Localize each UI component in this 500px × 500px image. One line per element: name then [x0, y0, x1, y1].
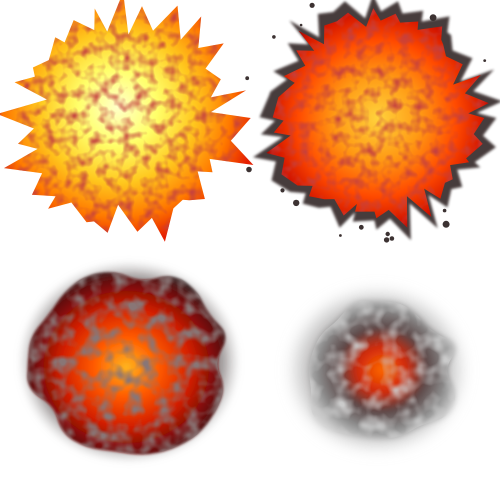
frame-2-debris	[245, 2, 487, 243]
explosion-frame-4	[282, 282, 472, 458]
debris-fleck	[389, 236, 395, 241]
debris-fleck	[272, 35, 276, 39]
debris-fleck	[442, 208, 447, 213]
debris-fleck	[442, 220, 450, 228]
explosion-frame-3	[17, 260, 241, 464]
debris-fleck	[383, 237, 390, 243]
debris-fleck	[309, 2, 315, 8]
debris-fleck	[245, 76, 250, 81]
debris-fleck	[280, 188, 285, 193]
debris-fleck	[246, 166, 252, 173]
debris-fleck	[339, 234, 342, 237]
debris-fleck	[299, 23, 303, 27]
debris-fleck	[358, 224, 364, 230]
debris-fleck	[483, 59, 487, 62]
debris-fleck	[385, 231, 390, 237]
debris-fleck	[429, 14, 437, 21]
debris-fleck	[293, 199, 300, 207]
